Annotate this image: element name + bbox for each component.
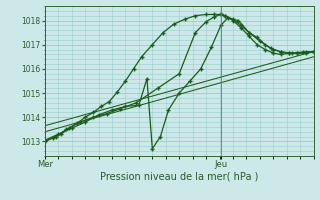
X-axis label: Pression niveau de la mer( hPa ): Pression niveau de la mer( hPa )	[100, 172, 258, 182]
